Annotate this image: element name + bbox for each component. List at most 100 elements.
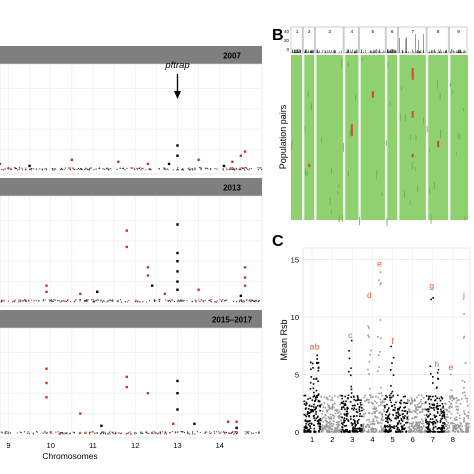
rsb-point [420,422,423,425]
rsb-point [429,413,432,416]
rsb-point [362,429,365,432]
background-snp-point [170,299,172,301]
rsb-point [416,413,419,415]
rsb-point [400,399,402,402]
rsb-point [442,409,445,412]
rsb-point [395,401,397,404]
rsb-point [376,416,378,418]
rsb-point [317,422,319,425]
rsb-point [429,418,432,420]
y-tick-label: 15 [291,256,299,265]
background-snp-point [35,299,37,301]
rsb-point [317,394,320,397]
background-snp-point [204,300,206,302]
chrom-separator [425,55,429,220]
rsb-point [360,425,363,427]
background-snp-point [93,300,95,302]
rsb-point [466,397,469,400]
rsb-point [341,428,344,431]
rsb-point [411,430,414,433]
rsb-point [318,429,320,432]
rsb-point [381,419,384,422]
background-snp-point [194,168,196,170]
rsb-point [443,427,445,430]
rsb-point [446,428,449,430]
snp-point-red [197,158,200,161]
rsb-point [339,403,342,406]
snp-point-black [176,260,179,263]
rsb-point [372,431,375,433]
rsb-point [425,418,427,421]
snp-point-red [243,266,247,269]
heatmap-variation [455,151,457,156]
rsb-point [321,403,323,406]
background-snp-point [85,300,87,302]
rsb-point [441,402,444,405]
background-snp-point [226,299,228,301]
background-snp-point [186,432,188,434]
background-snp-point [188,167,190,169]
rsb-point [448,426,451,429]
rsb-point [368,360,371,363]
rsb-point [427,427,429,429]
background-snp-point [234,431,236,433]
background-snp-point [210,301,212,303]
rsb-point [325,425,328,428]
background-snp-point [96,299,98,301]
rsb-point [338,421,341,423]
peak-label: j [462,290,465,300]
rsb-point [381,400,384,402]
rsb-point [346,408,349,411]
rsb-point [345,424,348,427]
rsb-point [356,395,359,397]
background-snp-point [10,169,12,171]
rsb-point [443,426,445,429]
background-snp-point [178,299,180,301]
background-snp-point [231,431,233,433]
background-snp-point [228,169,230,171]
rsb-point [441,415,444,418]
background-snp-point [103,432,105,434]
rsb-point [401,425,404,428]
rsb-point [406,399,409,402]
rsb-point [379,401,382,404]
rsb-point [444,429,447,432]
rsb-point [347,397,349,400]
rsb-point [434,415,437,418]
rsb-point [305,407,307,409]
background-snp-point [11,301,13,303]
rsb-point [411,398,413,401]
rsb-point [418,427,421,429]
rsb-point [429,365,432,368]
background-snp-point [202,301,204,303]
rsb-point [457,409,459,412]
background-snp-point [176,300,178,302]
snp-point-red [45,396,48,399]
rsb-point [331,396,334,399]
rsb-point [409,402,412,404]
rsb-point [450,403,453,405]
rsb-point [415,409,417,412]
heatmap-variation [387,62,389,68]
rsb-point [391,405,393,407]
rsb-point [328,429,331,432]
heatmap-variation [338,183,340,189]
background-snp-point [214,432,216,434]
background-snp-point [73,301,76,303]
background-snp-point [227,432,229,434]
snp-point-black [167,162,171,166]
snp-point-red [146,392,150,395]
rsb-point [303,413,306,416]
rsb-point [404,415,406,417]
heatmap-variation [321,136,322,143]
rsb-point [365,426,368,428]
rsb-point [412,426,415,429]
rsb-point [352,426,355,429]
background-snp-point [159,431,161,433]
rsb-point [439,431,441,433]
rsb-point [417,429,419,432]
rsb-point [419,401,422,403]
background-snp-point [178,300,180,303]
rsb-point [410,431,412,433]
rsb-point [443,430,446,432]
